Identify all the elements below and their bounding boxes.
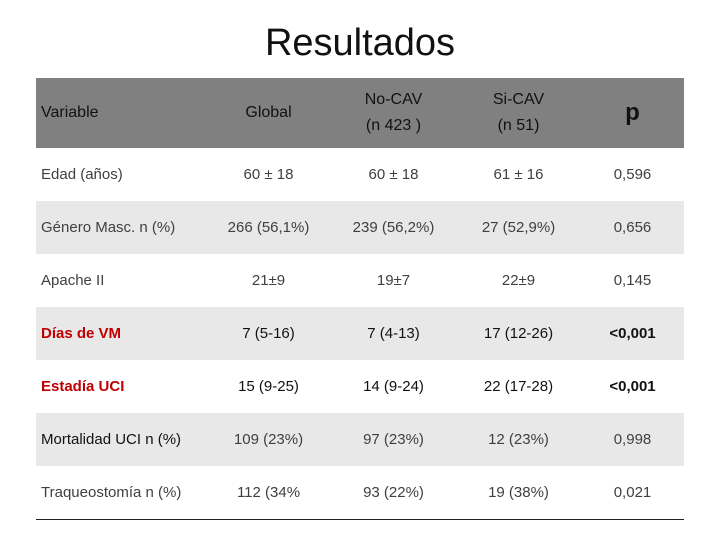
header-line: p bbox=[625, 99, 640, 126]
cell: 97 (23%) bbox=[331, 413, 456, 466]
column-header: No-CAV (n 423 ) bbox=[331, 78, 456, 148]
cell: 109 (23%) bbox=[206, 413, 331, 466]
row-label: Estadía UCI bbox=[41, 378, 125, 395]
table-row: Estadía UCI 15 (9-25) 14 (9-24) 22 (17-28) <… bbox=[36, 360, 684, 413]
results-table: Variable Global No-CAV (n 423 ) Si-CAV (n 51)… bbox=[36, 78, 684, 520]
table-row: Edad (años) 60 ± 18 60 ± 18 61 ± 16 0,596 bbox=[36, 148, 684, 201]
table-row: Días de VM 7 (5-16) 7 (4-13) 17 (12-26) <0,0… bbox=[36, 307, 684, 360]
cell: 15 (9-25) bbox=[238, 378, 299, 395]
cell: 266 (56,1%) bbox=[206, 201, 331, 254]
cell: 60 ± 18 bbox=[368, 166, 419, 183]
cell: <0,001 bbox=[581, 307, 684, 360]
table-body: Edad (años) 60 ± 18 60 ± 18 61 ± 16 0,596 Gén… bbox=[36, 148, 684, 520]
cell: 61 ± 16 bbox=[493, 166, 544, 183]
cell: 22±9 bbox=[501, 272, 536, 289]
cell: 0,656 bbox=[581, 201, 684, 254]
column-header: Global bbox=[206, 78, 331, 148]
table-row: Género Masc. n (%) 266 (56,1%) 239 (56,2%)… bbox=[36, 201, 684, 254]
header-line: Variable bbox=[41, 104, 99, 121]
cell: <0,001 bbox=[609, 378, 656, 395]
column-header: p bbox=[581, 78, 684, 148]
column-header: Si-CAV (n 51) bbox=[456, 78, 581, 148]
cell: 21±9 bbox=[251, 272, 286, 289]
cell: 0,596 bbox=[613, 166, 652, 183]
header-row: Variable Global No-CAV (n 423 ) Si-CAV (n 51)… bbox=[36, 78, 684, 148]
cell: 14 (9-24) bbox=[363, 378, 424, 395]
cell: 19±7 bbox=[376, 272, 411, 289]
header-line: Si-CAV bbox=[492, 91, 545, 108]
row-label: Género Masc. n (%) bbox=[36, 201, 206, 254]
cell: 93 (22%) bbox=[331, 466, 456, 520]
cell: 0,021 bbox=[581, 466, 684, 520]
cell: 7 (4-13) bbox=[331, 307, 456, 360]
cell: 0,998 bbox=[581, 413, 684, 466]
table-row: Apache II 21±9 19±7 22±9 0,145 bbox=[36, 254, 684, 307]
cell: 239 (56,2%) bbox=[331, 201, 456, 254]
column-header: Variable bbox=[36, 78, 206, 148]
header-line: (n 423 ) bbox=[365, 117, 422, 134]
cell: 7 (5-16) bbox=[206, 307, 331, 360]
row-label: Apache II bbox=[41, 272, 105, 289]
header-line: Global bbox=[245, 104, 292, 121]
cell: 112 (34% bbox=[206, 466, 331, 520]
slide-title: Resultados bbox=[264, 22, 456, 64]
row-label: Edad (años) bbox=[41, 166, 123, 183]
row-label: Traqueostomía n (%) bbox=[36, 466, 206, 520]
cell: 19 (38%) bbox=[456, 466, 581, 520]
cell: 0,145 bbox=[613, 272, 652, 289]
header-line: (n 51) bbox=[497, 117, 540, 134]
cell: 12 (23%) bbox=[456, 413, 581, 466]
row-label: Días de VM bbox=[36, 307, 206, 360]
table-row: Mortalidad UCI n (%) 109 (23%) 97 (23%) 12 … bbox=[36, 413, 684, 466]
cell: 27 (52,9%) bbox=[456, 201, 581, 254]
header-line: No-CAV bbox=[364, 91, 423, 108]
table-row: Traqueostomía n (%) 112 (34% 93 (22%) 19 (3… bbox=[36, 466, 684, 520]
cell: 60 ± 18 bbox=[243, 166, 294, 183]
cell: 17 (12-26) bbox=[456, 307, 581, 360]
cell: 22 (17-28) bbox=[483, 378, 554, 395]
row-label: Mortalidad UCI n (%) bbox=[36, 413, 206, 466]
